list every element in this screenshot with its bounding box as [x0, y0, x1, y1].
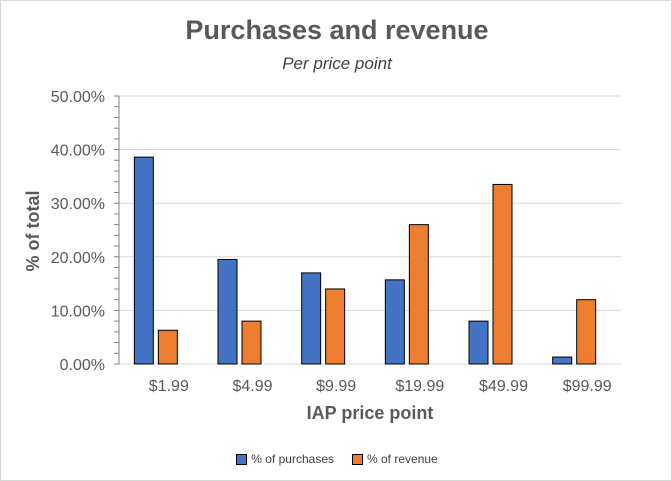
y-tick-label: 0.00% — [60, 357, 105, 374]
legend-item-revenue: % of revenue — [352, 452, 438, 466]
bar-purchases — [217, 258, 238, 365]
y-axis-title: % of total — [23, 191, 43, 272]
x-tick-label: $1.99 — [149, 378, 189, 395]
x-tick-label: $9.99 — [316, 378, 356, 395]
bar-revenue — [325, 288, 346, 365]
bar-purchases — [133, 156, 154, 365]
bar-revenue — [492, 183, 513, 365]
x-tick-label: $19.99 — [395, 378, 444, 395]
legend-label: % of purchases — [251, 452, 334, 466]
bar-revenue — [576, 299, 597, 365]
y-tick-label: 10.00% — [51, 303, 105, 320]
x-axis-title: IAP price point — [307, 403, 434, 423]
bar-purchases — [552, 356, 573, 365]
bar-purchases — [301, 272, 322, 365]
legend-swatch-purchases — [236, 453, 248, 465]
legend-item-purchases: % of purchases — [236, 452, 334, 466]
bar-revenue — [157, 329, 178, 365]
legend: % of purchases % of revenue — [1, 452, 671, 466]
x-tick-label: $4.99 — [232, 378, 272, 395]
y-tick-label: 40.00% — [51, 143, 105, 160]
x-tick-label: $49.99 — [479, 378, 528, 395]
y-tick-label: 30.00% — [51, 196, 105, 213]
x-tick-label: $99.99 — [563, 378, 612, 395]
bar-revenue — [408, 224, 429, 365]
legend-swatch-revenue — [352, 453, 363, 465]
chart-subtitle: Per price point — [282, 54, 392, 73]
bar-purchases — [384, 279, 405, 365]
chart-title: Purchases and revenue — [185, 15, 489, 45]
bar-revenue — [241, 320, 262, 365]
y-tick-label: 50.00% — [51, 89, 105, 106]
y-tick-label: 20.00% — [51, 250, 105, 267]
legend-label: % of revenue — [367, 452, 438, 466]
bar-purchases — [468, 320, 489, 365]
